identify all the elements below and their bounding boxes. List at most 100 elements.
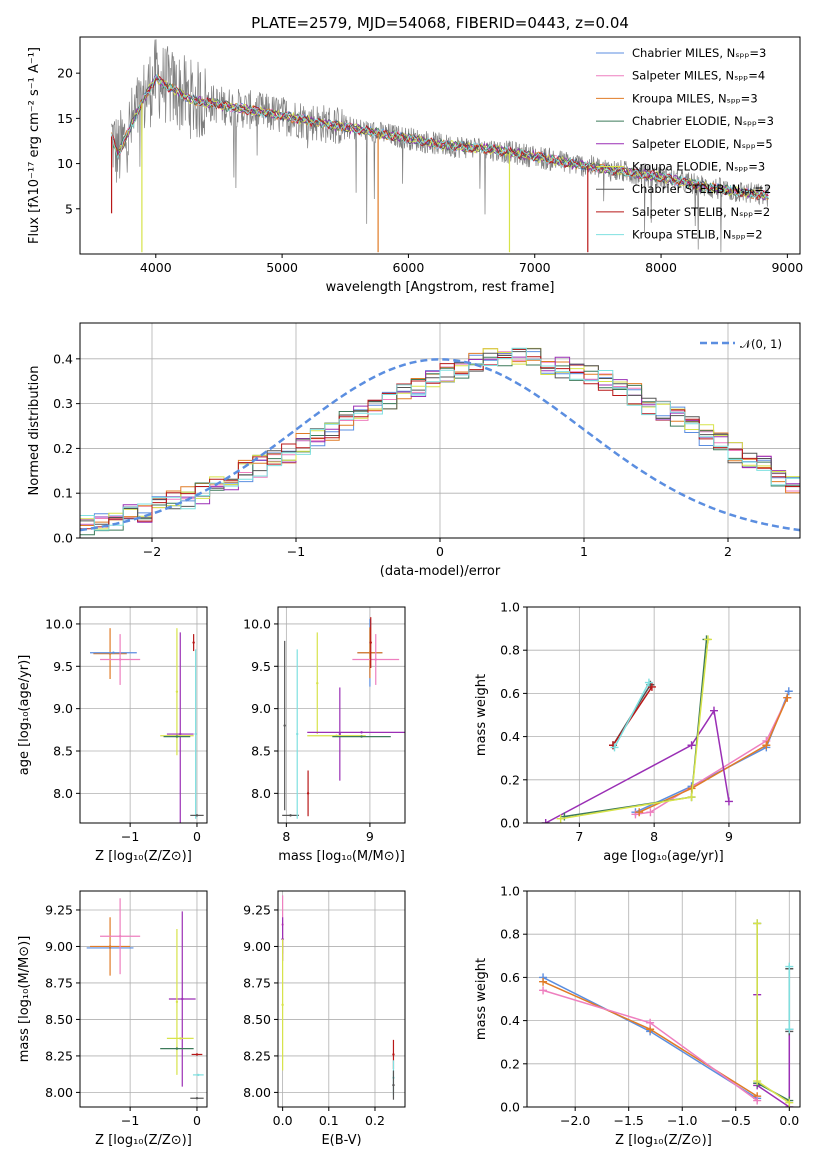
y-tick-label: 0.0 xyxy=(53,531,73,546)
axes-frame xyxy=(79,36,801,255)
y-tick-label: 9.5 xyxy=(251,659,271,674)
data-point xyxy=(195,1053,199,1056)
series-line xyxy=(756,994,791,1107)
y-axis-label: Flux [fλ10⁻¹⁷ erg cm⁻² s⁻¹ A⁻¹] xyxy=(27,47,42,244)
series-line xyxy=(635,697,788,816)
panel-Z-vs-mass: −1 0 8.00 8.25 8.50 8.75 9.00 9.25 Z [log₁₀(Z/Z⊙… xyxy=(17,890,208,1148)
plus-marker xyxy=(644,678,653,687)
plus-marker xyxy=(709,706,718,715)
series-line xyxy=(756,923,790,1104)
y-tick-label: 1.0 xyxy=(500,884,520,899)
plot-area xyxy=(80,347,800,536)
data-point xyxy=(306,792,310,795)
x-tick-label: 2 xyxy=(724,544,732,559)
data-point xyxy=(283,724,286,727)
plot-area xyxy=(282,617,405,819)
panel-Z-vs-weight: −2.0 −1.5 −1.0 −0.5 0.0 0.0 0.2 0.4 0.6 0.8 1.0 Z [… xyxy=(474,884,801,1148)
data-point xyxy=(374,658,377,661)
x-tick-label: 9 xyxy=(366,829,374,844)
data-point xyxy=(179,1037,182,1040)
legend: Chabrier MILES, Nₛₚₚ=3 Salpeter MILES, Nₛ… xyxy=(596,46,774,242)
y-tick-label: 0.6 xyxy=(500,686,520,701)
y-tick-label: 9.00 xyxy=(243,939,271,954)
y-tick-label: 10.0 xyxy=(45,616,73,631)
plus-marker xyxy=(762,741,771,750)
x-tick-label: 4000 xyxy=(140,260,172,275)
series-line xyxy=(560,639,709,820)
plot-area xyxy=(90,628,204,823)
legend-entry: Chabrier STELIB, Nₛₚₚ=2 xyxy=(632,182,771,196)
y-axis-label: age [log₁₀(age/yr)] xyxy=(17,655,32,776)
x-tick-label: −1 xyxy=(287,544,305,559)
plus-marker xyxy=(647,682,656,691)
data-point xyxy=(281,1003,284,1007)
data-point xyxy=(194,732,197,736)
x-tick-label: 0 xyxy=(436,544,444,559)
axes-frame xyxy=(526,606,801,824)
y-tick-label: 8.00 xyxy=(243,1085,271,1100)
data-point xyxy=(179,732,182,736)
axes-frame xyxy=(277,890,406,1108)
plot-area xyxy=(539,919,794,1107)
data-point xyxy=(369,641,372,644)
x-axis-label: E(B-V) xyxy=(321,1133,361,1148)
data-point xyxy=(118,658,122,661)
plus-marker xyxy=(541,819,550,823)
data-point xyxy=(181,997,184,1001)
x-tick-label: −0.5 xyxy=(721,1113,751,1128)
y-tick-label: 8.25 xyxy=(45,1048,73,1063)
plus-marker xyxy=(785,1025,794,1034)
plus-marker xyxy=(610,743,619,752)
y-tick-label: 20 xyxy=(57,66,73,81)
plus-marker xyxy=(753,919,762,928)
y-tick-label: 9.5 xyxy=(53,659,73,674)
data-point xyxy=(192,641,195,644)
data-point xyxy=(108,945,112,948)
y-axis-label: mass weight xyxy=(474,958,489,1040)
y-tick-label: 10.0 xyxy=(243,616,271,631)
axes-frame xyxy=(79,322,801,539)
x-tick-label: 9000 xyxy=(771,260,803,275)
y-tick-label: 5 xyxy=(65,201,73,216)
plus-marker xyxy=(556,814,565,823)
y-tick-label: 10 xyxy=(57,156,73,171)
plus-marker xyxy=(704,635,713,644)
x-tick-label: 8 xyxy=(282,829,290,844)
y-tick-label: 8.75 xyxy=(45,975,73,990)
y-tick-label: 9.25 xyxy=(243,902,271,917)
legend-entry: Chabrier ELODIE, Nₛₚₚ=3 xyxy=(632,114,774,128)
legend-entry: Salpeter STELIB, Nₛₚₚ=2 xyxy=(632,205,770,219)
y-tick-label: 8.00 xyxy=(45,1085,73,1100)
data-point xyxy=(175,1000,179,1004)
x-tick-label: −1.0 xyxy=(667,1113,697,1128)
panel-Z-vs-age: −1 0 8.0 8.5 9.0 9.5 10.0 Z [log₁₀(Z/Z⊙)] age [l… xyxy=(17,606,208,864)
plot-area xyxy=(281,895,395,1100)
x-tick-label: 0.0 xyxy=(273,1113,293,1128)
y-tick-label: 8.75 xyxy=(243,975,271,990)
plus-marker xyxy=(635,808,644,817)
x-tick-label: 1 xyxy=(580,544,588,559)
data-point xyxy=(175,1047,179,1050)
y-tick-label: 0.2 xyxy=(500,772,520,787)
data-point xyxy=(338,732,342,736)
data-point xyxy=(197,1073,200,1077)
histogram-step-line xyxy=(80,352,800,523)
y-tick-label: 0.2 xyxy=(53,441,73,456)
plot-area xyxy=(86,898,204,1100)
y-tick-label: 9.00 xyxy=(45,939,73,954)
gridlines xyxy=(527,606,800,824)
x-tick-label: 0 xyxy=(193,829,201,844)
panel-age-vs-weight: 7 8 9 0.0 0.2 0.4 0.6 0.8 1.0 age [log₁₀(age/yr)]… xyxy=(474,600,801,864)
panel-residuals: −2 −1 0 1 2 0.0 0.1 0.2 0.3 0.4 (data-model)/error… xyxy=(27,322,801,579)
panel-spectrum: 4000 5000 6000 7000 8000 9000 5 10 15 20 wavelengt… xyxy=(27,36,803,295)
plus-marker xyxy=(753,1077,762,1086)
y-tick-label: 8.0 xyxy=(53,786,73,801)
y-tick-label: 0.8 xyxy=(500,643,520,658)
y-tick-label: 8.50 xyxy=(45,1012,73,1027)
y-tick-label: 0.1 xyxy=(53,486,73,501)
axes-frame xyxy=(79,606,208,824)
x-tick-label: 5000 xyxy=(266,260,298,275)
series-line xyxy=(613,682,650,748)
model-spectrum-line xyxy=(111,75,769,201)
x-tick-label: 7 xyxy=(575,829,583,844)
